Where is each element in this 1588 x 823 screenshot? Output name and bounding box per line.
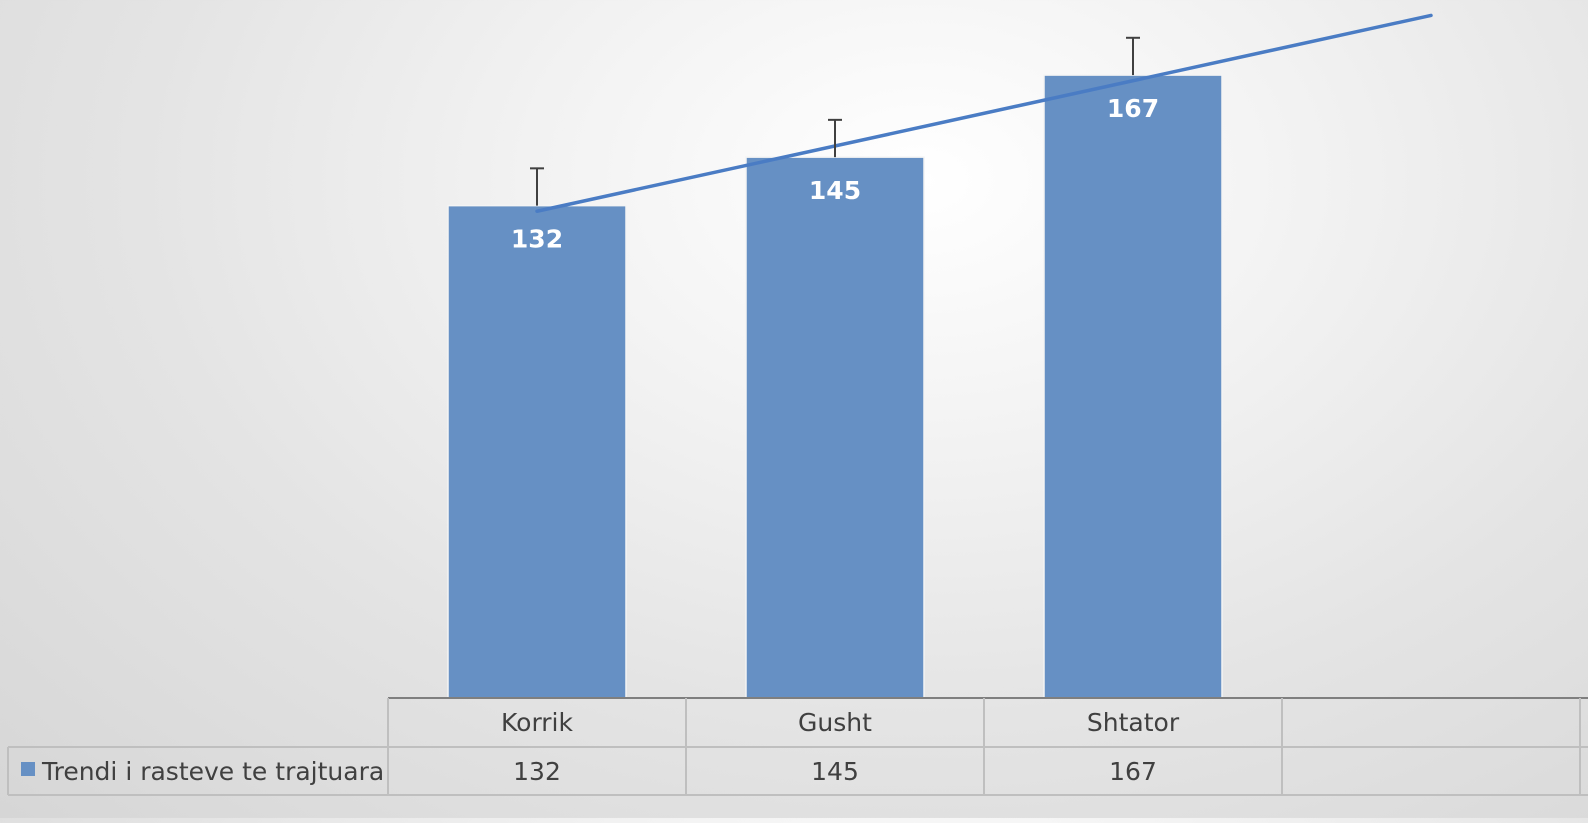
table-value-gusht: 145 — [811, 757, 859, 786]
data-label-shtator: 167 — [1107, 94, 1159, 123]
table-header-korrik: Korrik — [501, 708, 574, 737]
table-header-gusht: Gusht — [798, 708, 872, 737]
legend-key-swatch — [21, 762, 35, 776]
data-label-korrik: 132 — [511, 225, 563, 254]
bar-gusht — [745, 156, 925, 699]
table-header-shtator: Shtator — [1087, 708, 1180, 737]
bar-shtator — [1043, 74, 1223, 699]
trendline — [535, 13, 1433, 213]
bar-korrik — [447, 204, 627, 699]
series-name-legend: Trendi i rasteve te trajtuara — [41, 757, 384, 786]
table-value-shtator: 167 — [1109, 757, 1157, 786]
data-label-gusht: 145 — [809, 176, 861, 205]
table-value-korrik: 132 — [513, 757, 561, 786]
